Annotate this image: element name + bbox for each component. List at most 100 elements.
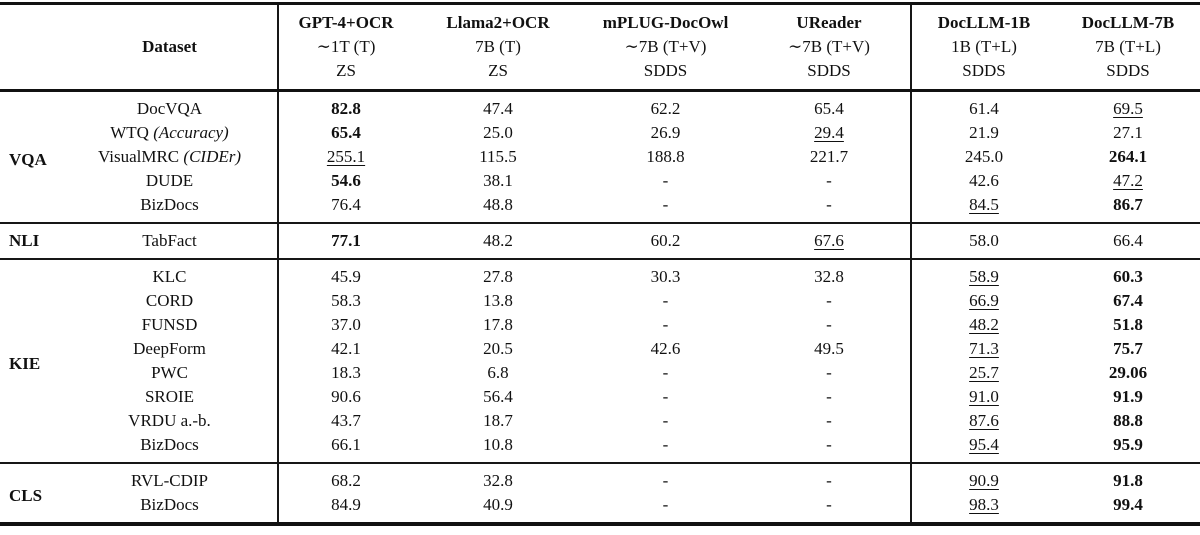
dataset-name-cell: DocVQA — [62, 91, 278, 122]
no-result-dash: - — [826, 411, 832, 430]
score-cell: 58.3 — [277, 289, 413, 313]
score-value: 58.0 — [969, 231, 999, 250]
dataset-name: DUDE — [145, 171, 194, 190]
table-row: CLS RVL-CDIP 68.2 32.8 - - 90.9 91.8 — [0, 463, 1200, 505]
score-cell: 38.1 — [413, 169, 583, 193]
model-column-header: UReader ∼7B (T+V) SDDS — [748, 4, 911, 91]
category-header-spacer — [0, 4, 62, 91]
score-value: 60.3 — [1113, 267, 1143, 286]
model-size: ∼1T (T) — [316, 37, 376, 56]
score-cell: 25.7 — [910, 361, 1056, 385]
table-row: BizDocs 76.4 48.8 - - 84.5 86.7 — [0, 193, 1200, 223]
score-value: 86.7 — [1113, 195, 1143, 214]
table-row: DeepForm 42.1 20.5 42.6 49.5 71.3 75.7 — [0, 337, 1200, 361]
table-row: NLI TabFact 77.1 48.2 60.2 67.6 58.0 66.4 — [0, 223, 1200, 259]
score-value: 48.2 — [483, 231, 513, 250]
score-cell: 60.2 — [583, 223, 748, 259]
score-value: 188.8 — [646, 147, 685, 166]
dataset-name-cell: RVL-CDIP — [62, 463, 278, 493]
score-value: 77.1 — [331, 231, 361, 250]
score-value: 27.1 — [1113, 123, 1143, 142]
score-value: 67.6 — [814, 231, 844, 250]
no-result-dash: - — [662, 291, 669, 310]
score-cell: 17.8 — [413, 313, 583, 337]
task-category-label: CLS — [9, 485, 43, 505]
score-value: 84.5 — [969, 195, 999, 214]
score-value: 221.7 — [809, 147, 849, 166]
dataset-name-cell: DeepForm — [62, 337, 278, 361]
score-cell: 84.9 — [277, 493, 413, 524]
score-cell: 45.9 — [277, 259, 413, 289]
score-cell: 18.3 — [277, 361, 413, 385]
score-cell: 32.8 — [748, 259, 911, 289]
table-row: SROIE 90.6 56.4 - - 91.0 91.9 — [0, 385, 1200, 409]
score-cell: 66.4 — [1056, 223, 1200, 259]
score-cell: 88.8 — [1056, 409, 1200, 433]
score-value: 27.8 — [483, 267, 513, 286]
score-value: 18.3 — [331, 363, 361, 382]
score-value: 61.4 — [969, 99, 999, 118]
score-cell: - — [583, 463, 748, 493]
score-cell: 47.4 — [413, 91, 583, 122]
dataset-name-cell: CORD — [62, 289, 278, 313]
score-cell: - — [583, 433, 748, 463]
score-value: 65.4 — [331, 123, 361, 142]
table-row: BizDocs 84.9 40.9 - - 98.3 99.4 — [0, 493, 1200, 524]
score-cell: - — [583, 289, 748, 313]
score-cell: 48.2 — [910, 313, 1056, 337]
no-result-dash: - — [662, 471, 669, 490]
dataset-name-cell: PWC — [62, 361, 278, 385]
score-value: 66.9 — [969, 291, 999, 310]
score-value: 10.8 — [483, 435, 513, 454]
score-cell: 6.8 — [413, 361, 583, 385]
dataset-name-cell: VRDU a.-b. — [62, 409, 278, 433]
score-cell: - — [583, 169, 748, 193]
no-result-dash: - — [662, 411, 669, 430]
section-cls: CLS RVL-CDIP 68.2 32.8 - - 90.9 91.8 BizDocs 84.9… — [0, 463, 1200, 524]
model-setting: SDDS — [1106, 61, 1150, 80]
score-value: 91.9 — [1113, 387, 1143, 406]
score-cell: 48.8 — [413, 193, 583, 223]
dataset-name: BizDocs — [140, 195, 199, 214]
score-value: 48.8 — [483, 195, 513, 214]
score-cell: 221.7 — [748, 145, 911, 169]
score-value: 68.2 — [331, 471, 361, 490]
dataset-name: SROIE — [144, 387, 195, 406]
no-result-dash: - — [662, 171, 669, 190]
score-value: 264.1 — [1108, 147, 1148, 166]
score-cell: 264.1 — [1056, 145, 1200, 169]
model-size: 7B (T) — [475, 37, 521, 56]
score-cell: 98.3 — [910, 493, 1056, 524]
score-cell: 20.5 — [413, 337, 583, 361]
model-setting: SDDS — [807, 61, 851, 80]
score-value: 69.5 — [1113, 99, 1143, 118]
score-value: 90.6 — [331, 387, 361, 406]
dataset-name-cell: DUDE — [62, 169, 278, 193]
dataset-name: BizDocs — [140, 495, 199, 514]
table-row: DUDE 54.6 38.1 - - 42.6 47.2 — [0, 169, 1200, 193]
model-setting: SDDS — [643, 61, 688, 80]
score-cell: 13.8 — [413, 289, 583, 313]
score-cell: 40.9 — [413, 493, 583, 524]
task-category-label: KIE — [9, 353, 41, 373]
metric-name: (Accuracy) — [153, 123, 229, 142]
model-size: 1B (T+L) — [951, 37, 1017, 56]
no-result-dash: - — [826, 435, 832, 454]
score-value: 18.7 — [483, 411, 513, 430]
score-cell: 54.6 — [277, 169, 413, 193]
score-value: 87.6 — [969, 411, 999, 430]
score-value: 76.4 — [331, 195, 361, 214]
dataset-name-cell: BizDocs — [62, 193, 278, 223]
score-value: 42.6 — [650, 339, 681, 358]
score-value: 49.5 — [814, 339, 844, 358]
score-cell: - — [748, 169, 911, 193]
model-setting: ZS — [488, 61, 508, 80]
table-row: BizDocs 66.1 10.8 - - 95.4 95.9 — [0, 433, 1200, 463]
score-value: 71.3 — [969, 339, 999, 358]
score-cell: - — [748, 361, 911, 385]
dataset-name-cell: FUNSD — [62, 313, 278, 337]
score-value: 43.7 — [331, 411, 361, 430]
no-result-dash: - — [826, 195, 832, 214]
dataset-name: DocVQA — [136, 99, 203, 118]
